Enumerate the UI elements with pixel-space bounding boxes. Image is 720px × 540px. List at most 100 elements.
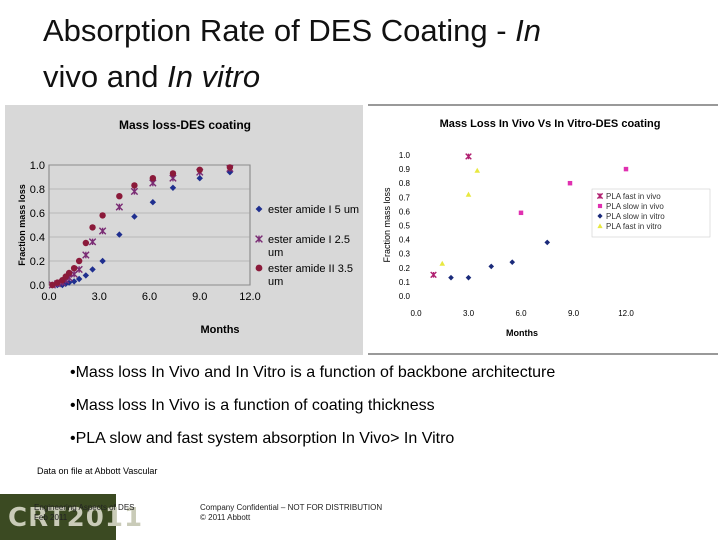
chart2-legend-marker — [597, 203, 603, 209]
chart-vivo-vs-vitro-svg: Mass Loss In Vivo Vs In Vitro-DES coatin… — [368, 104, 718, 355]
chart1-point — [115, 203, 124, 211]
chart2-xtick-label: 3.0 — [463, 309, 475, 318]
chart1-ytick-label: 0.8 — [30, 184, 45, 196]
chart1-xtick-label: 12.0 — [239, 291, 260, 303]
chart1-ylabel: Fraction mass loss — [17, 184, 27, 266]
chart1-ytick-label: 0.0 — [30, 280, 45, 292]
chart2-legend-marker — [597, 223, 603, 229]
chart1-point — [196, 166, 203, 173]
chart1-ytick-label: 0.2 — [30, 256, 45, 268]
chart2-xtick-label: 0.0 — [410, 309, 422, 318]
chart1-point — [196, 175, 203, 182]
chart1-point — [65, 269, 73, 277]
bullet-list: •Mass loss In Vivo and In Vitro is a fun… — [70, 362, 710, 461]
chart1-xlabel: Months — [200, 324, 239, 336]
chart1-ytick-label: 0.6 — [30, 208, 45, 220]
slide-title: Absorption Rate of DES Coating - In vivo… — [43, 8, 683, 100]
chart1-xtick-label: 0.0 — [41, 291, 56, 303]
chart2-point — [465, 191, 472, 197]
footer-left: Engineering Aspects of DES Feb 2011 — [34, 503, 135, 523]
chart2-legend-label: PLA slow in vitro — [606, 212, 665, 221]
chart2-legend-marker — [596, 192, 604, 200]
chart2-title: Mass Loss In Vivo Vs In Vitro-DES coatin… — [440, 118, 661, 130]
chart1-point — [169, 170, 177, 177]
chart1-point — [89, 266, 96, 273]
chart1-point — [70, 265, 78, 272]
chart2-legend-marker — [597, 213, 603, 219]
chart2-ytick-label: 0.9 — [399, 165, 411, 174]
chart-vivo-vs-vitro: Mass Loss In Vivo Vs In Vitro-DES coatin… — [368, 103, 718, 355]
chart2-point — [488, 263, 495, 270]
chart1-point — [75, 257, 83, 265]
bullet-item: •Mass loss In Vivo is a function of coat… — [70, 397, 435, 414]
footer-right: Company Confidential – NOT FOR DISTRIBUT… — [200, 503, 382, 523]
chart2-ytick-label: 0.5 — [399, 222, 411, 231]
chart2-point — [474, 167, 481, 173]
chart1-point — [169, 184, 177, 191]
chart2-point — [465, 153, 472, 160]
bullet-item: •Mass loss In Vivo and In Vitro is a fun… — [70, 364, 556, 381]
chart2-point — [448, 274, 454, 281]
chart1-xtick-label: 3.0 — [92, 291, 107, 303]
chart1-point — [54, 279, 61, 286]
title-text-1: Absorption Rate of DES Coating - — [43, 13, 516, 48]
chart1-point — [149, 175, 157, 182]
chart-mass-loss-des-svg: Mass loss-DES coating 0.0 0.2 0.4 0.6 0.8 1.0 0… — [17, 118, 359, 336]
crt-logo: CRT2011 — [0, 494, 142, 540]
chart1-legend-label: ester amide I 2.5 um — [268, 234, 350, 259]
chart1-xtick-label: 6.0 — [142, 291, 157, 303]
title-italic-2: In vitro — [167, 59, 261, 94]
chart2-legend-label: PLA fast in vitro — [606, 222, 662, 231]
chart1-point — [116, 231, 123, 238]
chart2-xtick-label: 9.0 — [568, 309, 580, 318]
chart1-xtick-label: 9.0 — [192, 291, 207, 303]
chart1-point — [99, 257, 106, 265]
title-text-2: vivo — [43, 59, 99, 94]
chart2-point — [567, 180, 573, 186]
chart2-ytick-label: 0.1 — [399, 278, 411, 287]
chart2-legend-label: PLA slow in vivo — [606, 202, 664, 211]
chart1-point — [82, 239, 90, 247]
chart1-ytick-label: 1.0 — [30, 160, 45, 172]
chart1-point — [82, 251, 90, 259]
logo-text: CRT2011 — [8, 503, 144, 533]
chart2-plot-area — [416, 155, 626, 296]
chart1-point — [89, 224, 96, 231]
chart1-title: Mass loss-DES coating — [119, 118, 251, 132]
chart1-point — [99, 212, 106, 219]
chart1-point — [116, 193, 123, 200]
chart1-point — [70, 278, 78, 285]
footer-left-line1: Engineering Aspects of DES — [34, 503, 135, 512]
chart2-legend-label: PLA fast in vivo — [606, 192, 661, 201]
chart1-point — [88, 238, 97, 246]
chart2-ytick-label: 0.6 — [399, 207, 411, 216]
chart1-plot-area — [48, 164, 251, 286]
chart1-point — [98, 227, 107, 235]
chart2-ytick-label: 0.8 — [399, 179, 411, 188]
chart2-point — [623, 166, 629, 172]
chart1-legend-marker — [255, 235, 263, 243]
chart1-legend-label: ester amide II 3.5 um — [268, 263, 353, 288]
chart1-point — [130, 187, 139, 196]
data-source-note: Data on file at Abbott Vascular — [37, 466, 158, 476]
footer-right-line2: © 2011 Abbott — [200, 513, 251, 522]
chart2-ytick-label: 0.0 — [399, 292, 411, 301]
chart1-legend-marker — [255, 264, 263, 272]
chart-mass-loss-des: Mass loss-DES coating 0.0 0.2 0.4 0.6 0.8 1.0 0… — [5, 105, 363, 355]
title-text-3: and — [98, 59, 168, 94]
title-italic-1: In — [515, 13, 541, 48]
chart2-ytick-label: 0.2 — [399, 264, 411, 273]
chart1-point — [75, 275, 83, 283]
bullet-item: •PLA slow and fast system absorption In … — [70, 430, 455, 447]
chart1-point — [131, 213, 138, 220]
chart2-ytick-label: 1.0 — [399, 151, 411, 160]
chart2-ytick-label: 0.3 — [399, 250, 411, 259]
chart1-legend-label: ester amide I 5 um — [268, 204, 359, 216]
chart2-xtick-label: 6.0 — [515, 309, 527, 318]
chart2-ylabel: Fraction mass loss — [382, 187, 392, 263]
chart1-point — [131, 182, 138, 189]
chart1-ytick-label: 0.4 — [30, 232, 45, 244]
chart1-legend-marker — [255, 205, 263, 213]
chart2-xlabel: Months — [506, 328, 538, 338]
chart2-ytick-label: 0.4 — [399, 236, 411, 245]
